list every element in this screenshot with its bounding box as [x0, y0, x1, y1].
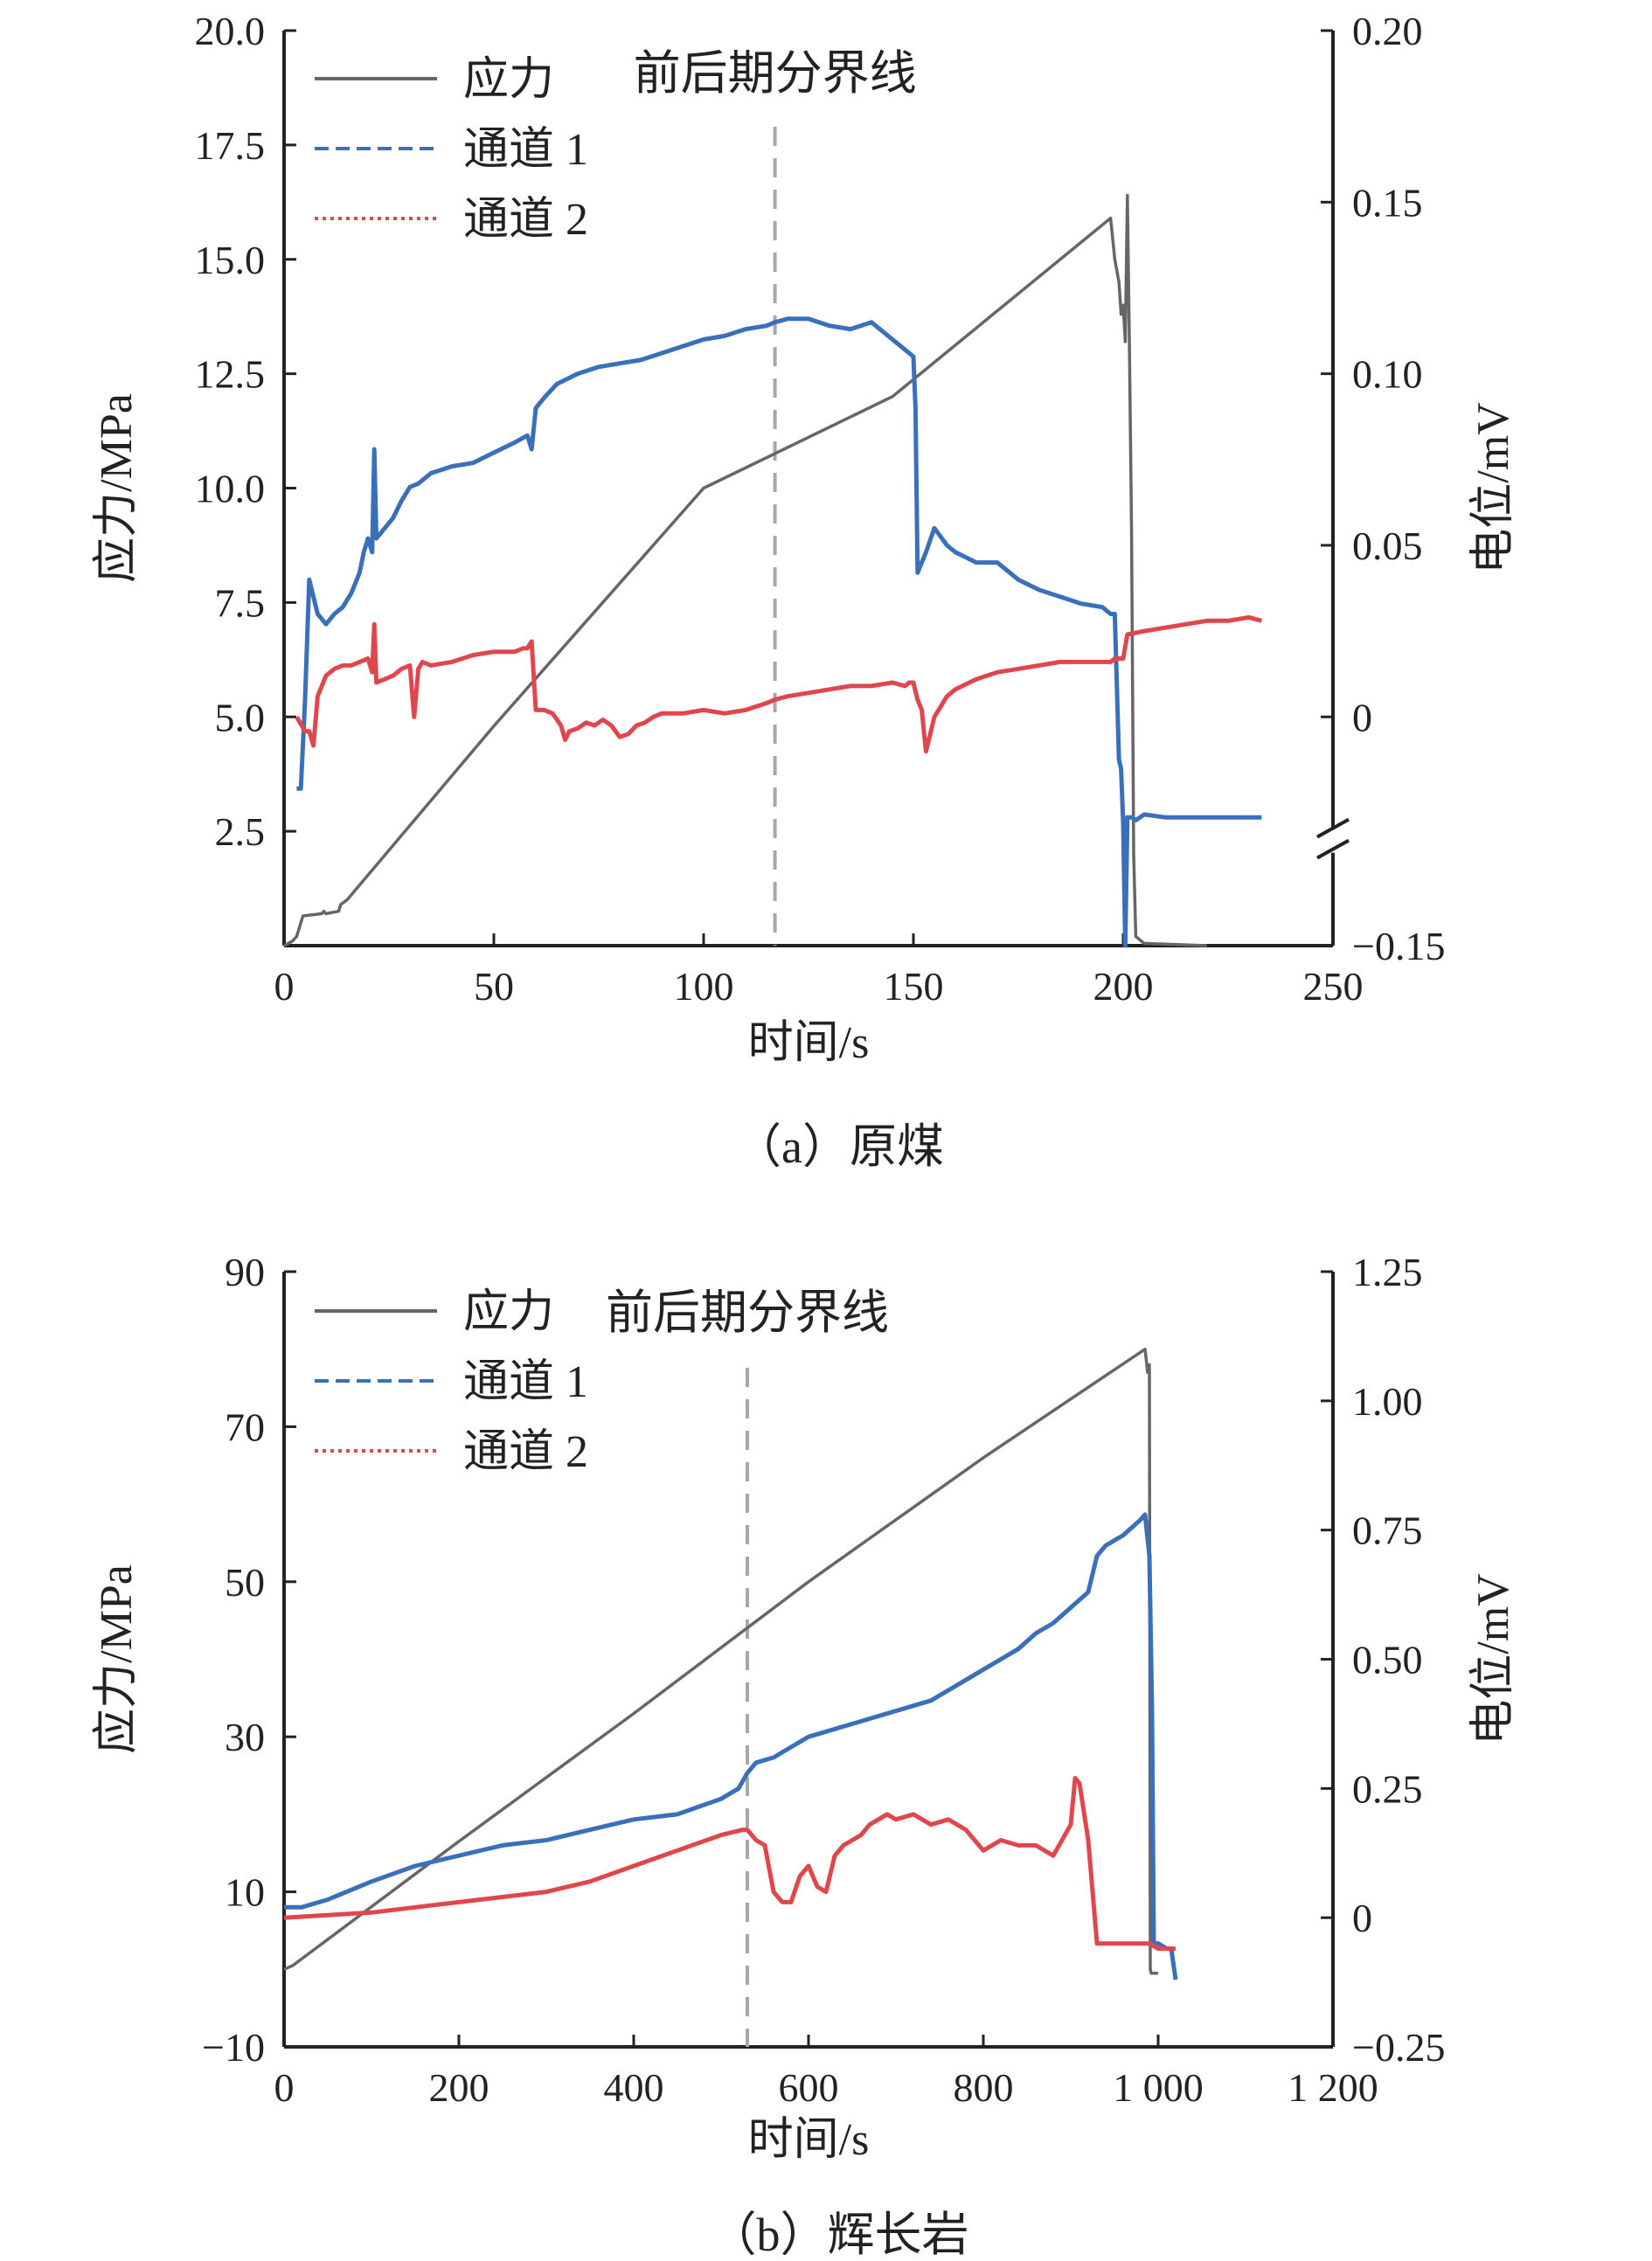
legend-label: 应力 — [463, 1287, 554, 1337]
y-right-axis-label: 电位/mV — [1468, 402, 1518, 573]
y-left-tick-label: 10.0 — [195, 467, 266, 511]
y-left-axis-label: 应力/MPa — [92, 1564, 142, 1754]
y-right-tick-label: 0 — [1352, 695, 1372, 739]
y-right-tick-label: 0.10 — [1352, 352, 1423, 397]
x-tick-label: 0 — [274, 2065, 295, 2110]
y-right-tick-label: 0.25 — [1352, 1766, 1423, 1811]
series-line-0 — [283, 193, 1208, 947]
y-left-tick-label: 20.0 — [195, 9, 266, 53]
panel-a-raw-coal: 0 50 100 150 200 250 2.5 5.0 7.5 10.0 12.5 15.0 17.5… — [92, 9, 1518, 1173]
x-axis-label: 时间/s — [748, 1018, 870, 1068]
y-left-tick-label: 50 — [225, 1560, 265, 1605]
legend-label: 通道 2 — [463, 195, 588, 245]
x-tick-label: 250 — [1303, 964, 1364, 1009]
legend-label: 通道 1 — [463, 125, 588, 175]
y-left-tick-label: 10 — [225, 1870, 265, 1915]
x-tick-label: 150 — [884, 964, 944, 1009]
x-tick-label: 600 — [779, 2065, 839, 2110]
y-right-tick-label: 0.15 — [1352, 180, 1423, 225]
x-tick-label: 400 — [604, 2065, 664, 2110]
x-axis-label: 时间/s — [748, 2115, 870, 2165]
y-right-tick-label: −0.15 — [1352, 924, 1445, 968]
legend-label: 通道 1 — [463, 1357, 588, 1407]
y-left-tick-label: 5.0 — [215, 695, 266, 739]
x-tick-label: 200 — [1093, 964, 1154, 1009]
y-right-tick-label: −0.25 — [1352, 2025, 1445, 2070]
legend-label: 应力 — [463, 55, 554, 105]
y-left-tick-label: 2.5 — [215, 809, 266, 854]
y-right-tick-label: 0 — [1352, 1896, 1372, 1940]
y-left-axis-label: 应力/MPa — [92, 393, 142, 583]
divider-label: 前后期分界线 — [634, 47, 917, 100]
figure-caption: （b）辉长岩 — [710, 2209, 969, 2261]
y-left-tick-label: 12.5 — [195, 352, 266, 397]
y-right-tick-label: 0.75 — [1352, 1508, 1423, 1553]
x-tick-label: 200 — [429, 2065, 489, 2110]
y-left-tick-label: −10 — [202, 2025, 265, 2070]
divider-label: 前后期分界线 — [606, 1287, 889, 1339]
axis-break-mark — [1316, 838, 1350, 860]
y-left-tick-label: 15.0 — [195, 238, 266, 282]
series-line-2 — [283, 1776, 1176, 1952]
x-tick-label: 1 200 — [1288, 2065, 1378, 2110]
series-line-1 — [284, 1512, 1178, 1980]
series-line-1 — [296, 316, 1262, 948]
y-right-tick-label: 0.50 — [1352, 1638, 1423, 1682]
x-tick-label: 100 — [674, 964, 734, 1009]
x-tick-label: 0 — [274, 964, 295, 1009]
y-right-tick-label: 0.20 — [1352, 9, 1423, 53]
y-left-tick-label: 30 — [225, 1715, 265, 1759]
legend-label: 通道 2 — [463, 1427, 588, 1477]
x-tick-label: 800 — [954, 2065, 1014, 2110]
y-right-axis-label: 电位/mV — [1468, 1573, 1518, 1744]
y-left-tick-label: 90 — [225, 1250, 265, 1294]
y-right-tick-label: 0.05 — [1352, 524, 1423, 568]
y-left-tick-label: 17.5 — [195, 123, 266, 168]
axis-break-mark — [1316, 817, 1350, 839]
y-right-tick-label: 1.00 — [1352, 1379, 1423, 1424]
panel-b-gabbro: 0 200 400 600 800 1 000 1 200 −10 10 30 50 70 90 −0.2… — [92, 1250, 1518, 2261]
figure-caption: （a）原煤 — [734, 1120, 944, 1173]
series-line-0 — [283, 1347, 1158, 1975]
series-line-2 — [295, 614, 1263, 754]
y-right-tick-label: 1.25 — [1352, 1250, 1423, 1294]
y-left-tick-label: 7.5 — [215, 580, 266, 625]
x-tick-label: 1 000 — [1113, 2065, 1204, 2110]
y-left-tick-label: 70 — [225, 1404, 265, 1449]
x-tick-label: 50 — [474, 964, 514, 1009]
